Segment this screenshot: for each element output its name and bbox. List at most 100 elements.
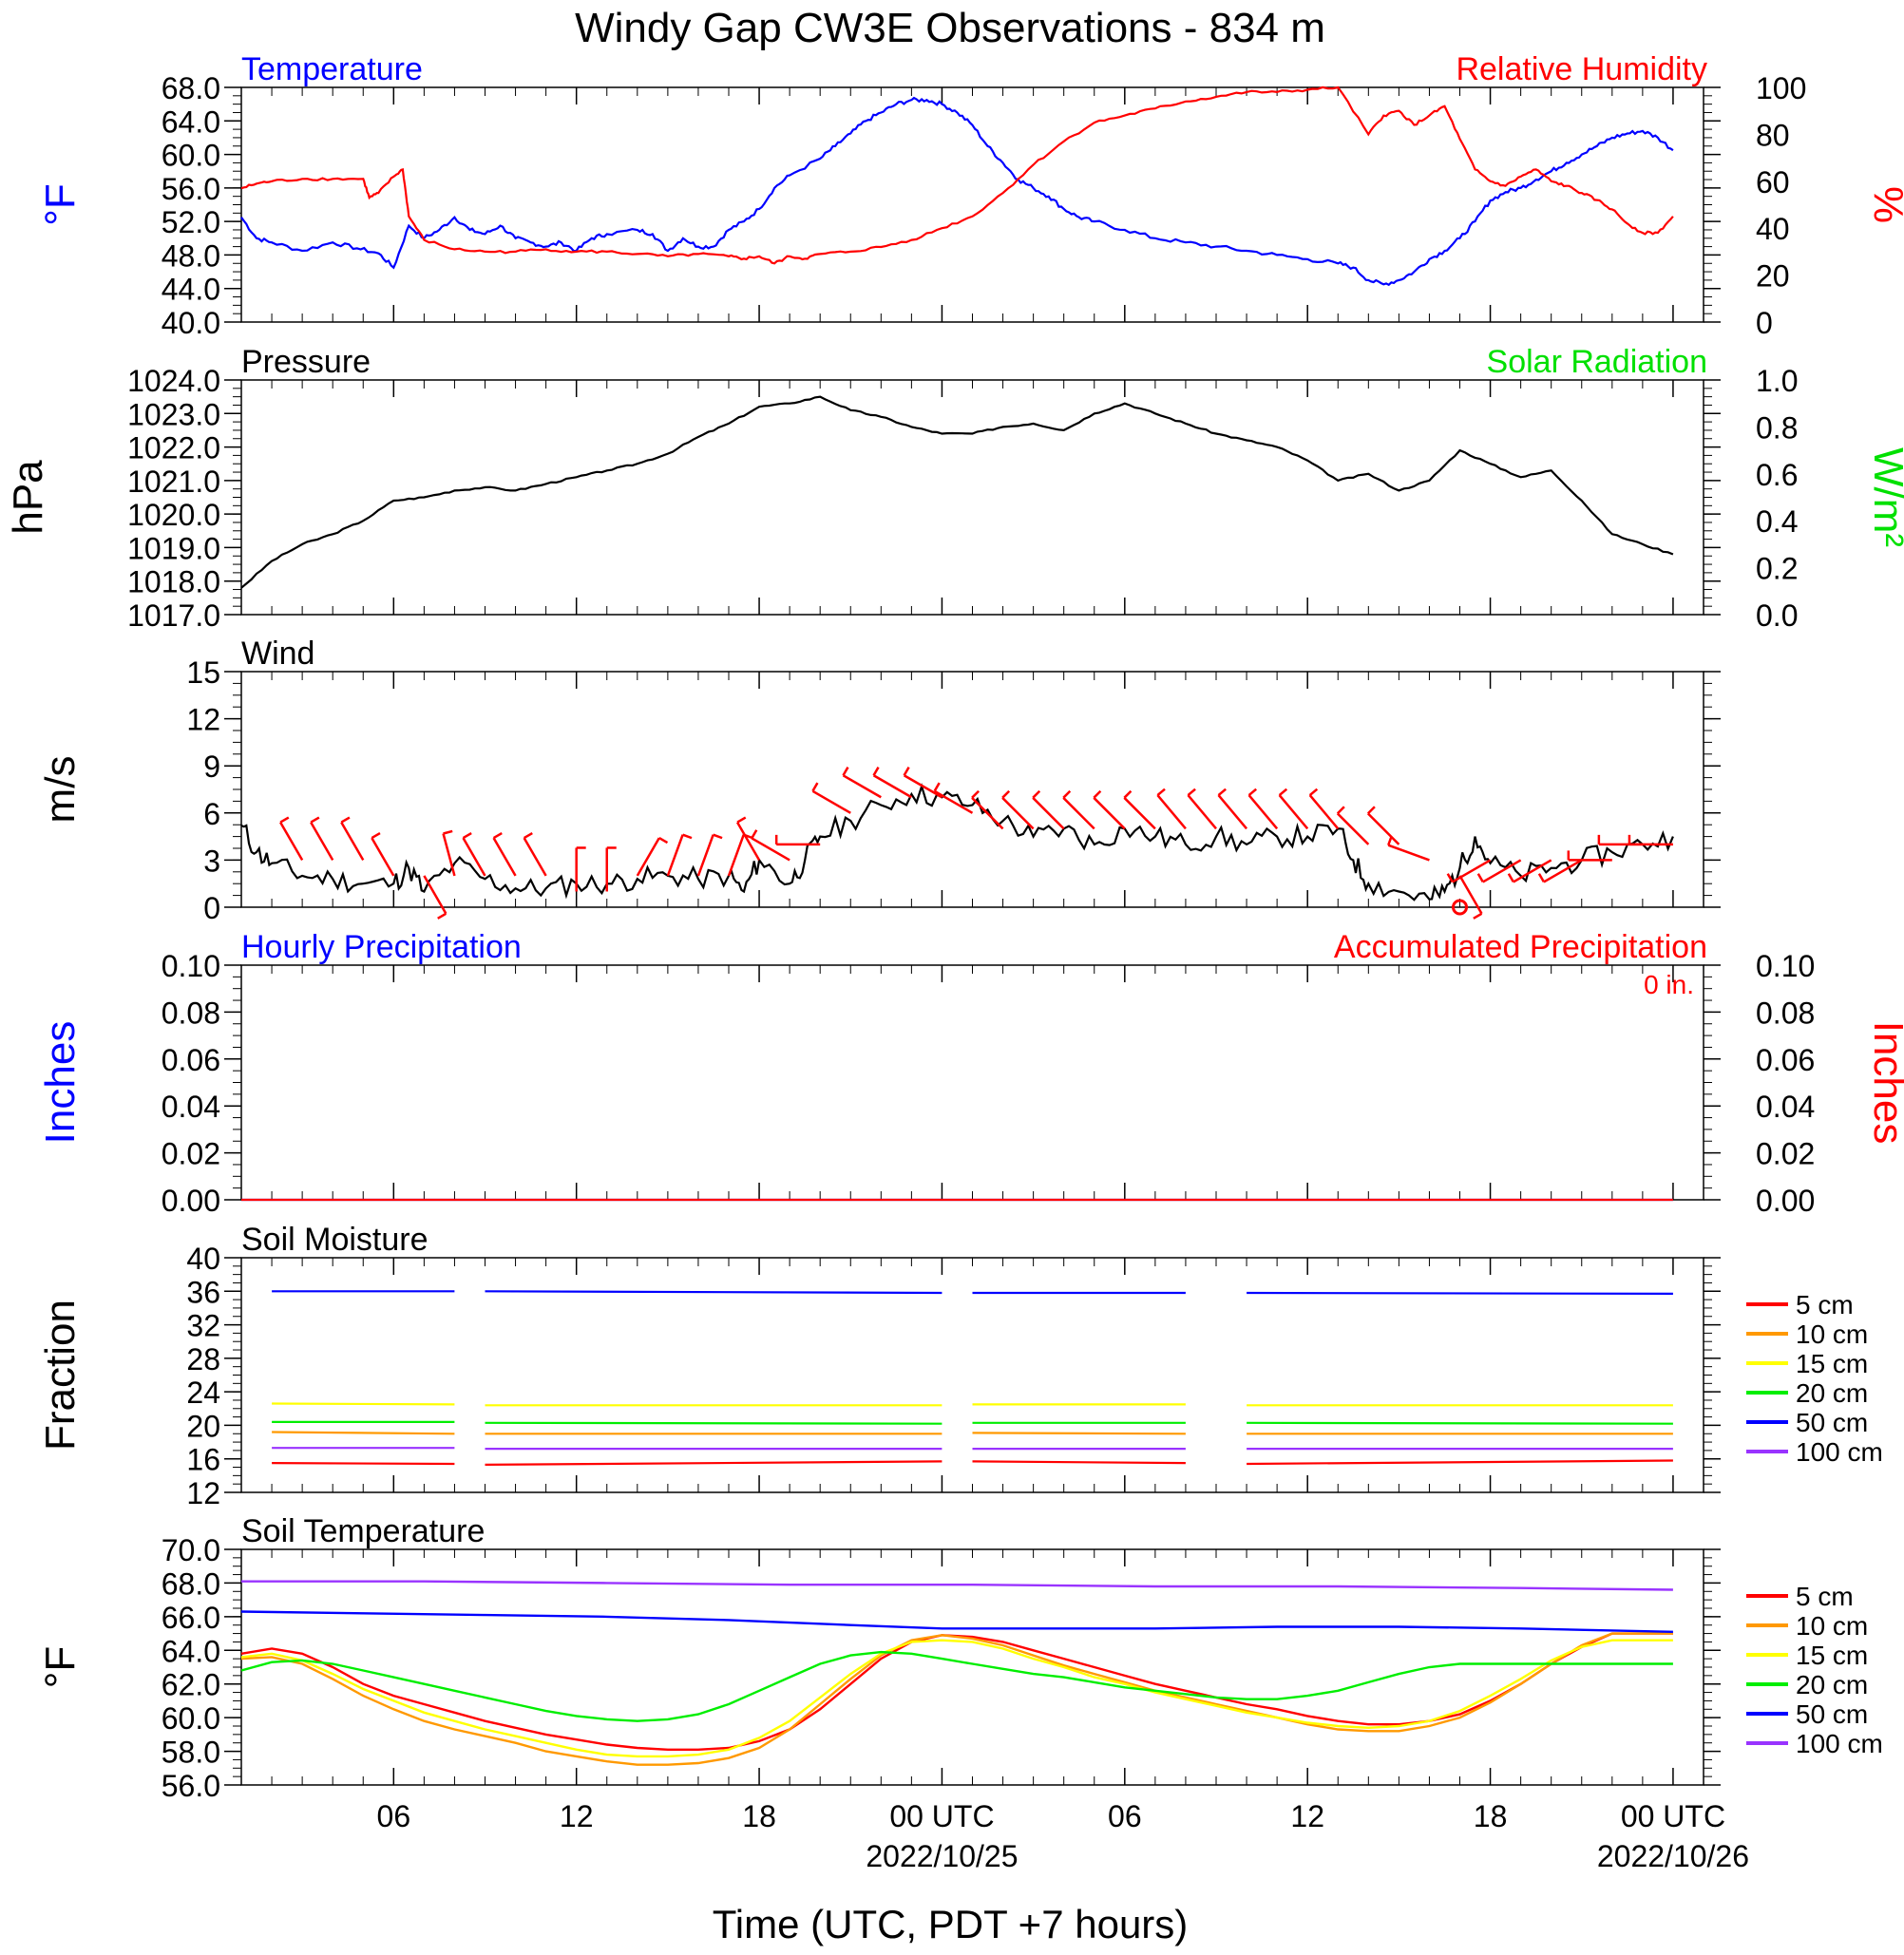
y-tick-label: 6 <box>203 797 220 831</box>
wind-barb <box>934 789 974 814</box>
y-tick-label: 32 <box>186 1309 220 1343</box>
wind-barb-flag <box>1507 873 1514 883</box>
y2-tick-label: 0.8 <box>1756 410 1798 445</box>
wind-barb <box>666 834 684 877</box>
x-tick-label: 06 <box>1108 1799 1142 1833</box>
y-axis-label: m/s <box>37 756 84 824</box>
wind-barb-flag <box>933 782 941 792</box>
y2-tick-label: 0.04 <box>1756 1090 1815 1124</box>
y-tick-label: 0.08 <box>162 996 220 1030</box>
wind-barb <box>1308 794 1340 830</box>
wind-barb <box>1247 794 1279 830</box>
y2-tick-label: 0.06 <box>1756 1043 1815 1077</box>
wind-barb-flag <box>279 816 290 824</box>
wind-barb <box>1452 859 1492 883</box>
y-tick-label: 0 <box>203 891 220 925</box>
panel-right-title: Accumulated Precipitation <box>1334 929 1707 965</box>
legend-label: 100 cm <box>1796 1437 1883 1467</box>
y-tick-label: 12 <box>186 703 220 737</box>
wind-barb-flag <box>971 789 980 799</box>
series-line-Pressure <box>240 395 1674 589</box>
legend-label: 20 cm <box>1796 1378 1868 1408</box>
series-line-100-cm <box>241 1580 1673 1591</box>
wind-barb-flag <box>371 832 381 840</box>
series-line-50-cm <box>1247 1291 1673 1295</box>
y2-axis-label: W/m² <box>1865 447 1904 547</box>
y2-tick-label: 0.00 <box>1756 1184 1815 1218</box>
wind-barb <box>1513 859 1552 883</box>
wind-barb <box>1123 796 1156 830</box>
wind-barb <box>523 837 547 877</box>
y-tick-label: 40 <box>186 1242 220 1276</box>
series-line-15-cm <box>240 1639 1673 1758</box>
y-tick-label: 44.0 <box>162 273 220 307</box>
y2-tick-label: 60 <box>1756 165 1790 199</box>
wind-barb-flag <box>524 832 533 840</box>
series-line-Temperature <box>240 96 1674 287</box>
y-tick-label: 20 <box>186 1409 220 1443</box>
wind-barb-flag <box>443 829 453 835</box>
panel-pressure: 1017.01018.01019.01020.01021.01022.01023… <box>5 344 1904 633</box>
wind-barb <box>371 837 395 877</box>
panels: 40.044.048.052.056.060.064.068.002040608… <box>5 51 1904 1873</box>
series-line-5-cm <box>485 1460 942 1466</box>
wind-barb-flag <box>658 837 669 845</box>
y2-tick-label: 0.02 <box>1756 1137 1815 1171</box>
x-tick-label: 12 <box>560 1799 594 1833</box>
y2-tick-label: 0.0 <box>1756 598 1798 633</box>
series-line-10-cm <box>240 1632 1673 1766</box>
plot-frame <box>240 671 1704 908</box>
wind-barb <box>1001 796 1035 830</box>
x-tick-label: 18 <box>742 1799 776 1833</box>
panel-temp_rh: 40.044.048.052.056.060.064.068.0 0 20 40 60 8… <box>37 51 1904 340</box>
y-tick-label: 58.0 <box>162 1736 220 1770</box>
wind-barb <box>1187 794 1217 830</box>
y-tick-label: 12 <box>186 1476 220 1510</box>
y-tick-label: 0.06 <box>162 1043 220 1077</box>
wind-barb-flag <box>492 832 503 840</box>
plot-frame <box>240 964 1704 1201</box>
wind-barb-flag <box>1366 806 1376 815</box>
legend-label: 10 cm <box>1796 1319 1868 1349</box>
y-tick-label: 68.0 <box>162 1566 220 1601</box>
series-line-Relative-Humidity <box>240 85 1674 265</box>
y-axis-label: Fraction <box>37 1300 84 1451</box>
wind-barb <box>1336 812 1370 845</box>
wind-barb-flag <box>682 833 693 840</box>
series-line-20-cm <box>485 1421 942 1425</box>
y-tick-label: 24 <box>186 1376 220 1410</box>
wind-barb-flag <box>437 912 447 920</box>
wind-barb <box>971 796 1004 830</box>
wind-barb-flag <box>1062 789 1072 799</box>
wind-barb-flag <box>811 782 819 792</box>
wind-barb <box>1093 796 1126 830</box>
legend-label: 50 cm <box>1796 1699 1868 1729</box>
y-tick-label: 56.0 <box>162 172 220 206</box>
legend-label: 15 cm <box>1796 1641 1868 1670</box>
panel-left-title: Wind <box>241 636 314 672</box>
wind-barb <box>492 837 517 877</box>
wind-barb <box>1458 875 1483 915</box>
y-tick-label: 1019.0 <box>127 531 220 565</box>
wind-barb <box>1062 796 1095 830</box>
panel-right-title: Relative Humidity <box>1456 51 1707 87</box>
wind-barb <box>442 833 456 877</box>
wind-barb-flag <box>1308 788 1319 797</box>
wind-barb-flag <box>310 816 320 824</box>
y-tick-label: 36 <box>186 1275 220 1309</box>
y-tick-label: 1023.0 <box>127 397 220 431</box>
y-tick-label: 9 <box>203 750 220 784</box>
x-date-label: 2022/10/25 <box>866 1839 1018 1873</box>
x-axis-label: Time (UTC, PDT +7 hours) <box>713 1902 1189 1946</box>
wind-barb-flag <box>713 833 723 840</box>
wind-barb-flag <box>462 832 472 840</box>
wind-barb <box>462 837 486 877</box>
wind-barb <box>751 837 790 862</box>
calm-wind-marker <box>1452 899 1468 916</box>
y-tick-label: 40.0 <box>162 306 220 340</box>
y-tick-label: 1017.0 <box>127 598 220 633</box>
wind-barb <box>1387 844 1430 862</box>
legend-label: 50 cm <box>1796 1408 1868 1437</box>
y2-tick-label: 80 <box>1756 118 1790 152</box>
wind-barb <box>1217 794 1248 830</box>
